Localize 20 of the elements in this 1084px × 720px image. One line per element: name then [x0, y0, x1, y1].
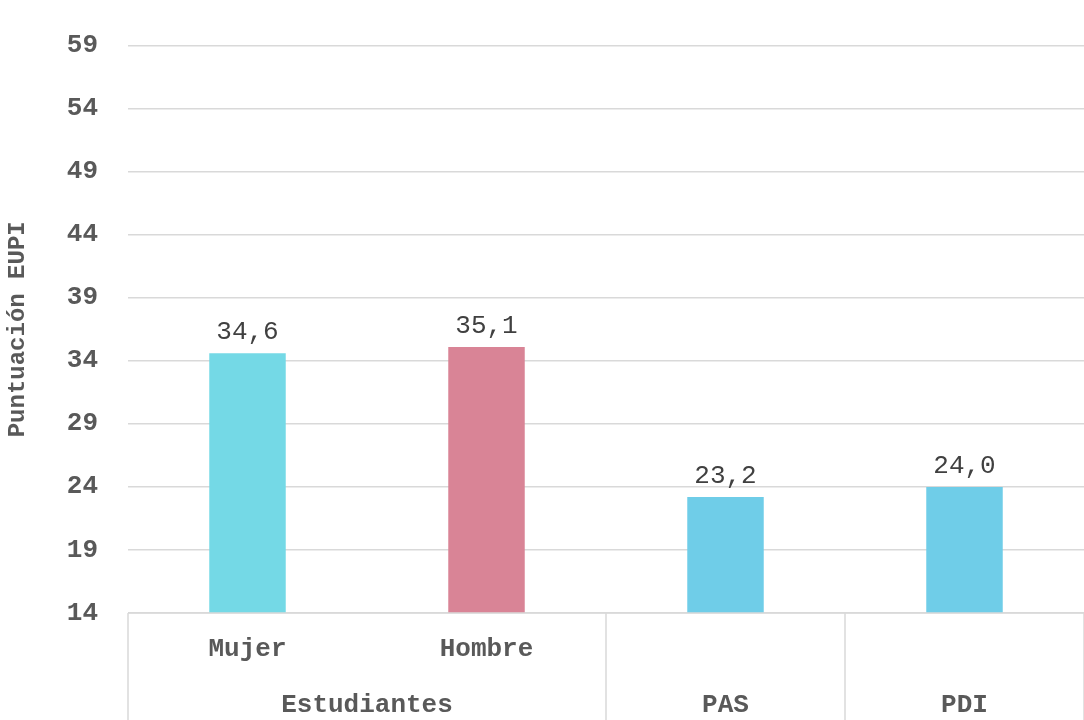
y-tick-label: 59 [66, 30, 99, 61]
y-tick-label: 54 [66, 93, 99, 124]
y-axis-title: Puntuación EUPI [4, 221, 32, 438]
data-label: 34,6 [216, 317, 279, 348]
y-tick-label: 44 [66, 219, 99, 250]
data-label: 35,1 [455, 310, 518, 341]
x-tick-label: PAS [702, 689, 749, 720]
y-tick-label: 19 [66, 534, 99, 565]
y-tick-label: 34 [66, 345, 99, 376]
x-tick-label: PDI [941, 689, 988, 720]
y-tick-label: 39 [66, 282, 99, 313]
x-tick-label: Hombre [439, 633, 534, 664]
text: Estudiantes [281, 689, 453, 720]
data-label: 23,2 [694, 460, 757, 491]
y-tick-label: 24 [66, 471, 99, 502]
y-tick-label: 49 [66, 156, 99, 187]
x-tick-label: Mujer [208, 633, 287, 664]
y-tick-label: 29 [66, 408, 99, 439]
data-label: 24,0 [933, 450, 996, 481]
y-tick-label: 14 [66, 597, 99, 628]
